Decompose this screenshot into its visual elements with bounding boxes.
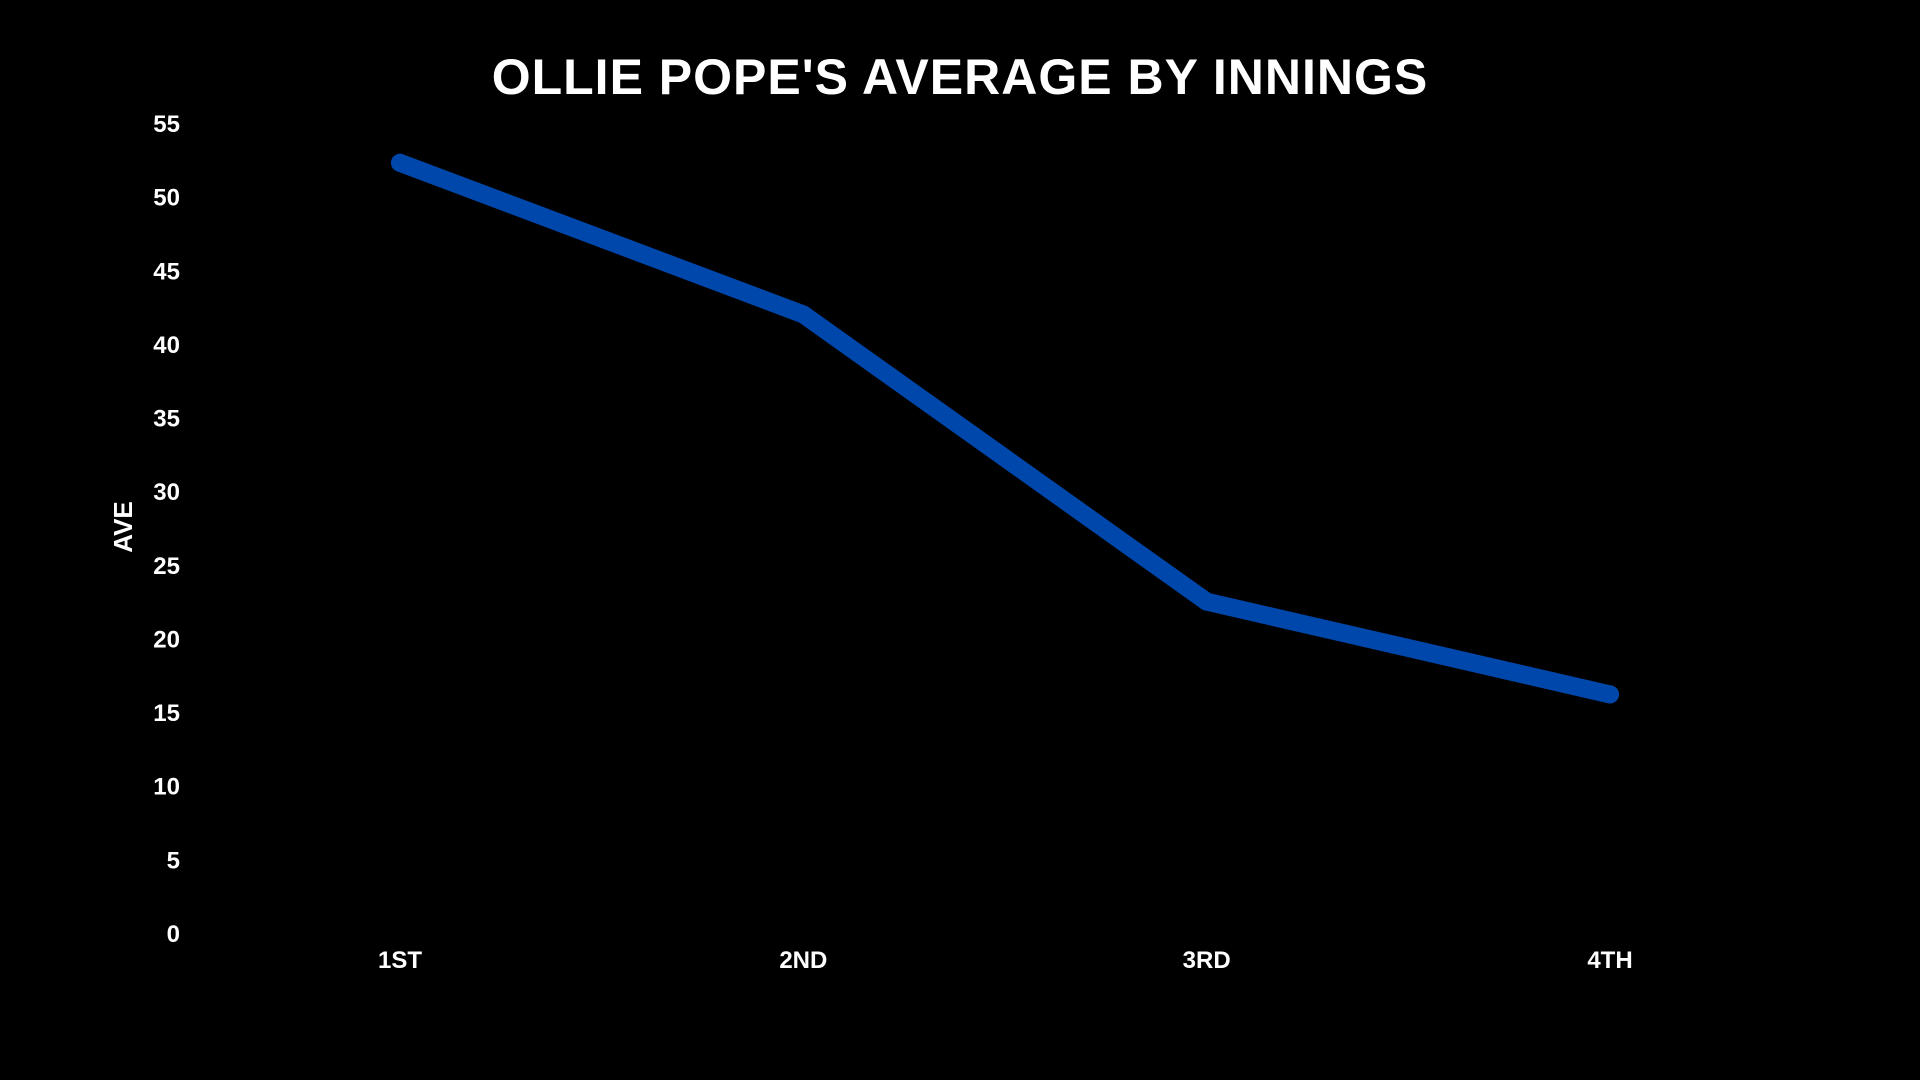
x-tick-label: 4TH [1587, 947, 1632, 974]
series-layer [391, 153, 1619, 704]
y-tick-label: 30 [153, 479, 180, 506]
x-axis-ticks: 1ST 2ND 3RD 4TH [378, 947, 1633, 974]
x-tick-label: 2ND [779, 947, 827, 974]
y-tick-label: 50 [153, 185, 180, 212]
chart-title: OLLIE POPE'S AVERAGE BY INNINGS [492, 49, 1429, 105]
series-line [391, 153, 1619, 704]
y-tick-label: 20 [153, 626, 180, 653]
y-tick-label: 55 [153, 111, 180, 138]
y-tick-label: 35 [153, 406, 180, 433]
data-point [1197, 592, 1216, 611]
y-tick-label: 0 [167, 921, 180, 948]
x-tick-label: 1ST [378, 947, 422, 974]
y-tick-label: 45 [153, 258, 180, 285]
y-tick-label: 5 [167, 847, 180, 874]
data-point [1601, 685, 1619, 704]
y-axis-label: AVE [108, 501, 138, 553]
y-tick-label: 10 [153, 774, 180, 801]
y-axis-ticks: 0 5 10 15 20 25 30 35 40 45 50 55 [153, 111, 180, 948]
x-tick-label: 3RD [1183, 947, 1231, 974]
data-point [391, 153, 409, 172]
y-tick-label: 40 [153, 332, 180, 359]
data-point [794, 305, 813, 324]
y-tick-label: 15 [153, 700, 180, 727]
y-tick-label: 25 [153, 553, 180, 580]
